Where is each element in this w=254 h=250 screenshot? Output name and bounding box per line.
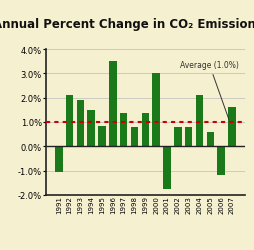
Bar — [141, 114, 149, 147]
Bar — [66, 96, 73, 147]
Bar — [152, 74, 159, 147]
Bar — [163, 147, 170, 189]
Bar — [206, 132, 213, 147]
Text: Average (1.0%): Average (1.0%) — [179, 61, 238, 120]
Bar — [98, 126, 105, 147]
Bar — [227, 108, 235, 147]
Bar — [216, 147, 224, 176]
Bar — [173, 127, 181, 147]
Bar — [119, 114, 127, 147]
Bar — [55, 147, 62, 172]
Bar — [87, 110, 95, 147]
Text: Annual Percent Change in CO₂ Emissions: Annual Percent Change in CO₂ Emissions — [0, 18, 254, 30]
Bar — [195, 96, 202, 147]
Bar — [184, 127, 192, 147]
Bar — [76, 101, 84, 147]
Bar — [130, 127, 138, 147]
Bar — [109, 62, 116, 147]
